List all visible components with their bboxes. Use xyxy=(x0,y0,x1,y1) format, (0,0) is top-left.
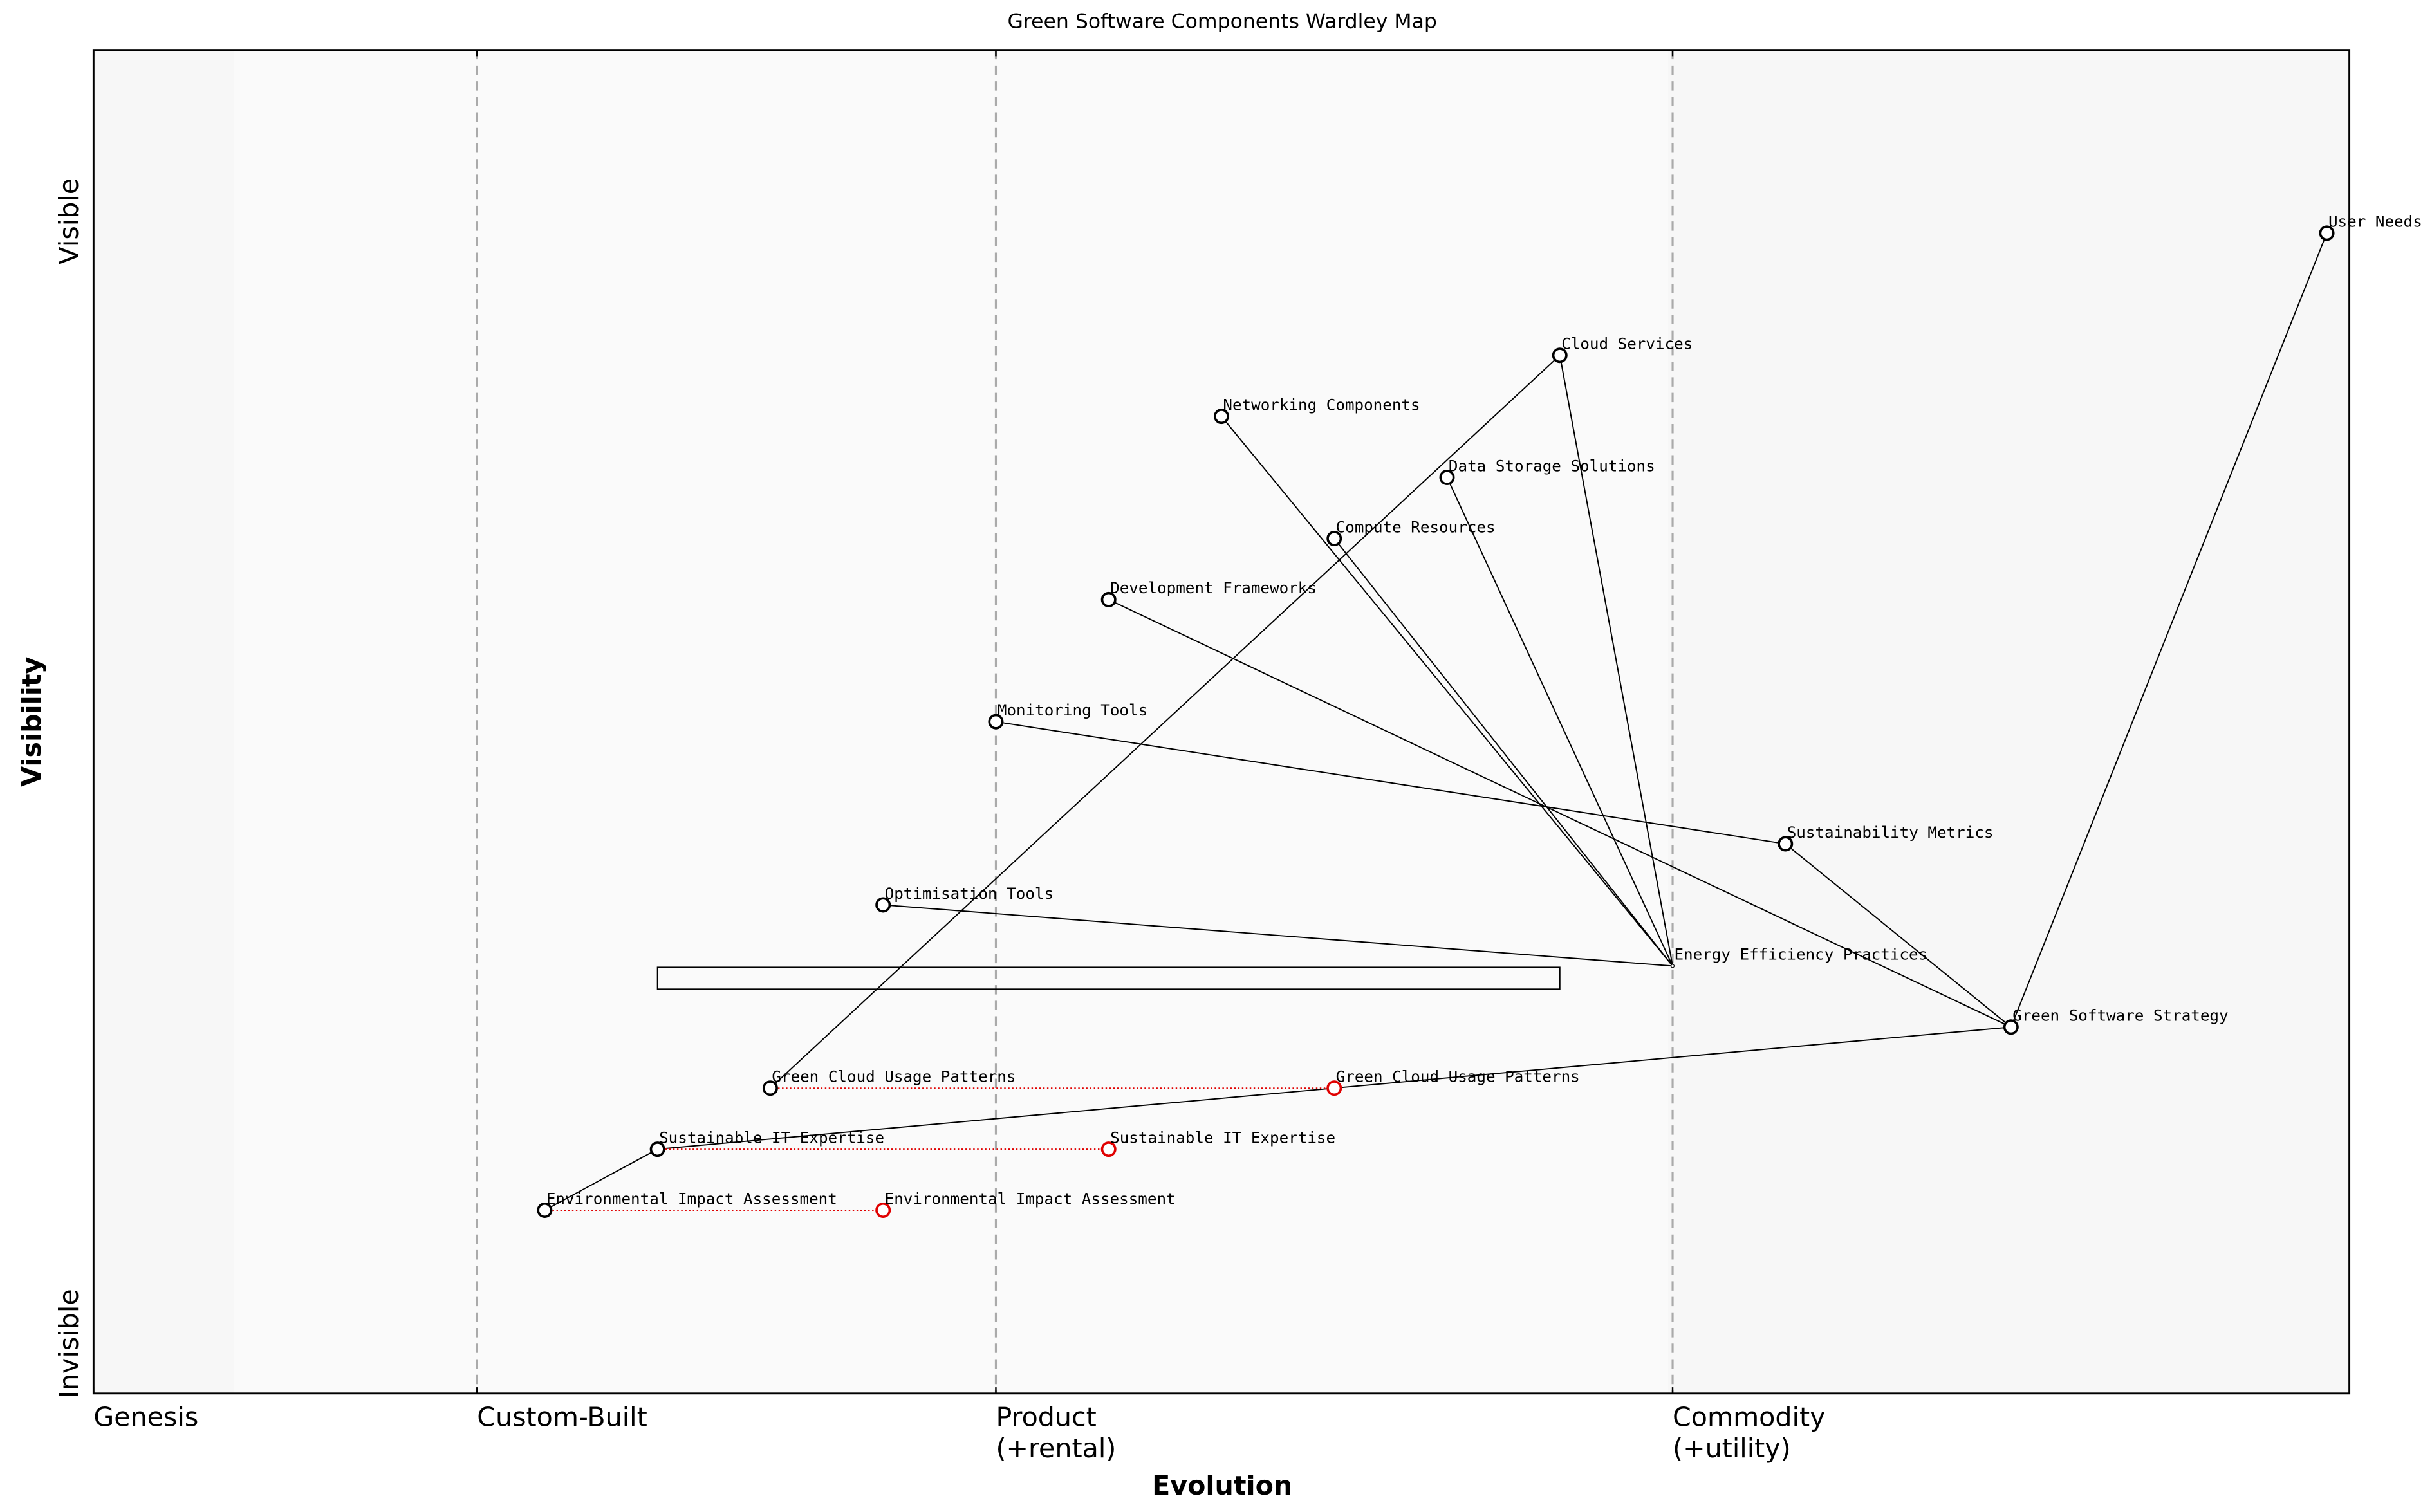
chart-title: Green Software Components Wardley Map xyxy=(1008,10,1437,33)
component xyxy=(649,1141,665,1157)
evolved-label: Environmental Impact Assessment xyxy=(885,1190,1176,1208)
link xyxy=(996,721,1786,845)
plot-frame xyxy=(92,49,2351,1395)
x-axis-label: Evolution xyxy=(1152,1470,1292,1501)
component xyxy=(1100,591,1117,607)
component xyxy=(875,897,891,913)
component-label: Monitoring Tools xyxy=(998,701,1147,719)
component xyxy=(1778,836,1794,852)
link xyxy=(1108,598,2012,1028)
link xyxy=(544,1148,658,1211)
x-tick-label: (+utility) xyxy=(1673,1433,1791,1464)
link xyxy=(770,355,1561,1089)
component xyxy=(988,714,1004,730)
pipeline xyxy=(656,966,1561,990)
component-label: Green Cloud Usage Patterns xyxy=(772,1068,1016,1086)
component-label: Optimisation Tools xyxy=(885,885,1054,903)
link xyxy=(1446,477,1673,966)
component xyxy=(1671,964,1675,968)
y-bottom-label: Invisible xyxy=(53,1289,84,1398)
component-label: Cloud Services xyxy=(1561,335,1693,353)
component xyxy=(1552,347,1568,364)
component-label: Energy Efficiency Practices xyxy=(1674,946,1927,964)
component-label: Environmental Impact Assessment xyxy=(546,1190,837,1208)
x-tick-label: Commodity xyxy=(1673,1402,1825,1433)
link xyxy=(883,904,1673,967)
x-tick-label: Genesis xyxy=(93,1402,198,1433)
y-top-label: Visible xyxy=(53,178,84,264)
component-label: Networking Components xyxy=(1223,396,1420,414)
component xyxy=(1439,470,1455,486)
component-label: Green Software Strategy xyxy=(2012,1007,2228,1025)
y-axis-label: Visibility xyxy=(16,656,47,786)
link xyxy=(1559,355,1673,966)
component xyxy=(537,1203,553,1219)
evolved-component xyxy=(875,1203,891,1219)
component-label: Development Frameworks xyxy=(1110,579,1317,597)
component-label: Data Storage Solutions xyxy=(1449,457,1655,475)
evolved-label: Green Cloud Usage Patterns xyxy=(1336,1068,1580,1086)
plot-band xyxy=(234,50,1669,1394)
x-tick-label: Custom-Built xyxy=(477,1402,647,1433)
evolved-component xyxy=(1326,1080,1342,1096)
component xyxy=(1213,409,1229,425)
component-label: Sustainable IT Expertise xyxy=(659,1129,884,1147)
x-tick-label: (+rental) xyxy=(996,1433,1116,1464)
link xyxy=(1785,843,2012,1028)
evolved-component xyxy=(1100,1141,1117,1157)
link xyxy=(1333,538,1673,966)
component xyxy=(1326,530,1342,546)
link xyxy=(2010,233,2328,1028)
component-label: User Needs xyxy=(2328,213,2422,231)
component-label: Compute Resources xyxy=(1336,518,1496,536)
component xyxy=(2003,1019,2019,1035)
component xyxy=(2319,225,2335,241)
component-label: Sustainability Metrics xyxy=(1787,824,1994,842)
component xyxy=(762,1080,778,1096)
link xyxy=(1221,416,1673,966)
evolved-label: Sustainable IT Expertise xyxy=(1110,1129,1335,1147)
x-tick-label: Product xyxy=(996,1402,1096,1433)
